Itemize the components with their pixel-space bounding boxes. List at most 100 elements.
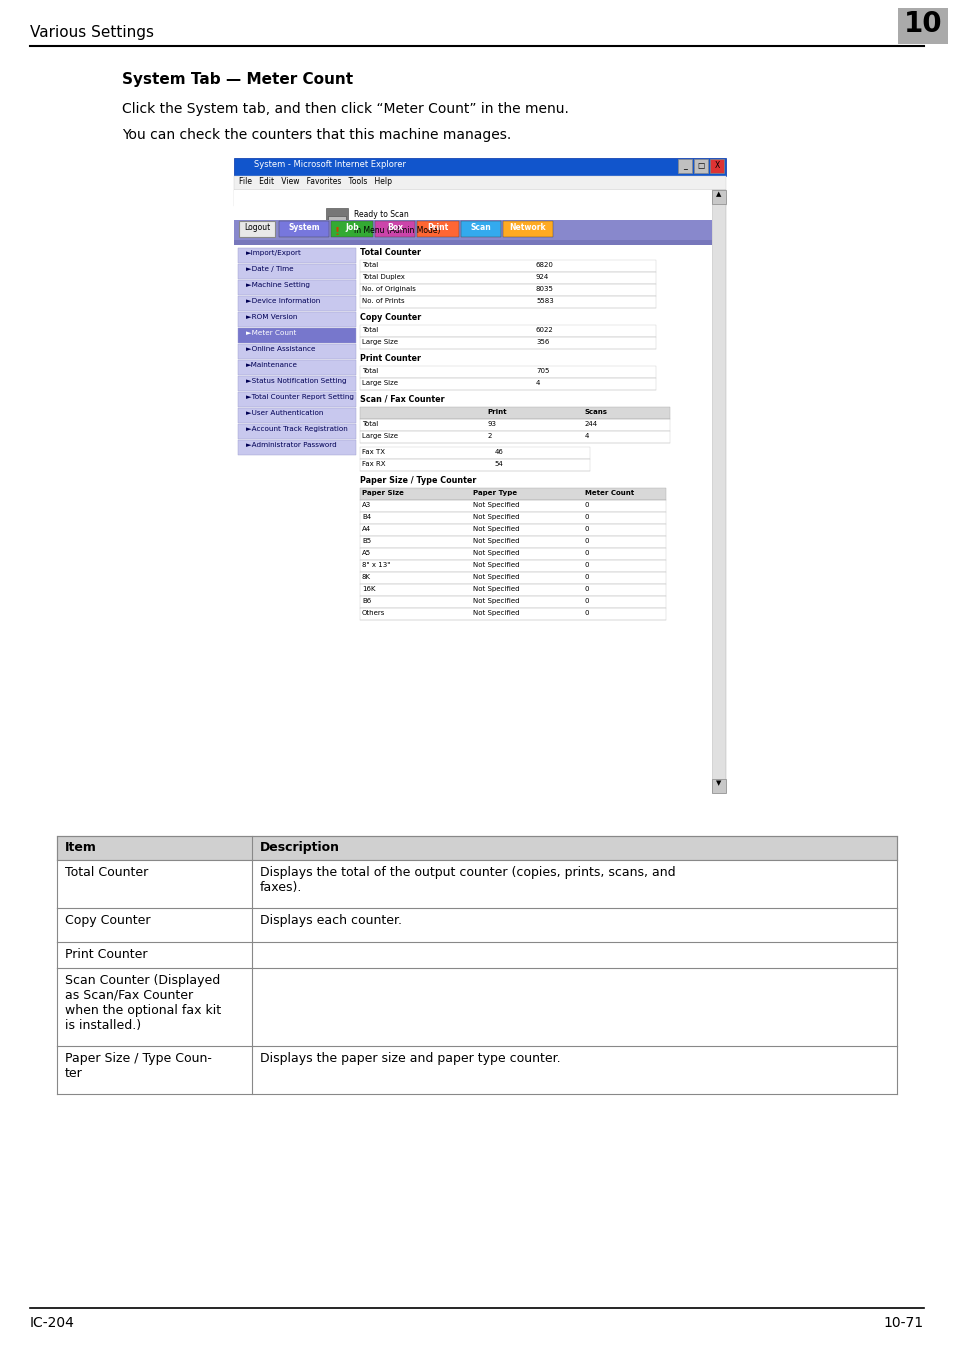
Text: Meter Count: Meter Count xyxy=(584,489,634,496)
Text: Print Counter: Print Counter xyxy=(359,354,420,362)
Bar xyxy=(693,160,707,173)
Text: Copy Counter: Copy Counter xyxy=(65,914,151,927)
Text: Fax RX: Fax RX xyxy=(361,461,385,466)
Text: _: _ xyxy=(682,161,686,170)
Bar xyxy=(237,264,355,279)
Text: Job: Job xyxy=(345,223,358,233)
Text: Scan Counter (Displayed
as Scan/Fax Counter
when the optional fax kit
is install: Scan Counter (Displayed as Scan/Fax Coun… xyxy=(65,973,221,1032)
Text: 244: 244 xyxy=(584,420,598,427)
Bar xyxy=(714,184,721,189)
Bar xyxy=(239,220,274,237)
Text: Total: Total xyxy=(361,368,377,375)
Text: 0: 0 xyxy=(584,550,589,556)
Text: System - Microsoft Internet Explorer: System - Microsoft Internet Explorer xyxy=(253,160,406,169)
Bar xyxy=(233,238,711,245)
Bar xyxy=(359,419,669,431)
Bar xyxy=(359,337,655,349)
Text: Paper Size / Type Coun-
ter: Paper Size / Type Coun- ter xyxy=(65,1052,212,1080)
Text: 4: 4 xyxy=(536,380,539,387)
Text: 6022: 6022 xyxy=(536,327,553,333)
Text: Total Duplex: Total Duplex xyxy=(361,274,404,280)
Text: Print Counter: Print Counter xyxy=(65,948,148,961)
Bar xyxy=(711,191,725,794)
Text: 705: 705 xyxy=(536,368,549,375)
Bar xyxy=(237,280,355,295)
Bar xyxy=(359,296,655,308)
Bar xyxy=(233,176,725,191)
Bar xyxy=(233,158,725,176)
Bar xyxy=(359,548,665,560)
Text: ►Device Information: ►Device Information xyxy=(246,297,320,304)
Bar xyxy=(460,220,500,237)
Text: 0: 0 xyxy=(584,526,589,531)
Bar xyxy=(359,431,669,443)
Bar xyxy=(237,329,355,343)
Text: ▼: ▼ xyxy=(716,780,720,786)
Bar xyxy=(897,8,947,45)
Bar xyxy=(237,408,355,423)
Bar xyxy=(705,177,721,191)
Bar xyxy=(237,312,355,327)
Text: !: ! xyxy=(335,227,339,237)
Text: 10-71: 10-71 xyxy=(882,1315,923,1330)
Text: Scans: Scans xyxy=(584,410,607,415)
Text: 8" x 13": 8" x 13" xyxy=(361,562,390,568)
Bar xyxy=(359,324,655,337)
Bar xyxy=(326,208,348,223)
Text: 0: 0 xyxy=(584,610,589,617)
Text: ►User Authentication: ►User Authentication xyxy=(246,410,323,416)
Text: 356: 356 xyxy=(536,339,549,345)
Text: □: □ xyxy=(697,161,704,170)
Text: Not Specified: Not Specified xyxy=(473,562,519,568)
Text: B4: B4 xyxy=(361,514,371,521)
Text: Total Counter: Total Counter xyxy=(65,867,148,879)
Text: Not Specified: Not Specified xyxy=(473,598,519,604)
Text: IC-204: IC-204 xyxy=(30,1315,74,1330)
Text: ►Import/Export: ►Import/Export xyxy=(246,250,301,256)
Text: System Tab — Meter Count: System Tab — Meter Count xyxy=(122,72,353,87)
Text: Not Specified: Not Specified xyxy=(473,514,519,521)
Bar xyxy=(233,220,711,241)
Bar xyxy=(359,596,665,608)
Text: Print: Print xyxy=(487,410,506,415)
Bar xyxy=(359,458,589,470)
Bar xyxy=(57,909,896,942)
Bar xyxy=(328,216,346,226)
Bar xyxy=(326,226,348,242)
Text: Large Size: Large Size xyxy=(361,380,397,387)
Bar xyxy=(237,296,355,311)
Text: Not Specified: Not Specified xyxy=(473,575,519,580)
Bar xyxy=(237,360,355,375)
Bar xyxy=(57,968,896,1046)
Text: Large Size: Large Size xyxy=(361,339,397,345)
Bar xyxy=(375,220,415,237)
Bar xyxy=(359,488,665,500)
Text: 0: 0 xyxy=(584,598,589,604)
Bar xyxy=(237,439,355,456)
Text: 8035: 8035 xyxy=(536,287,554,292)
Bar xyxy=(706,184,713,189)
Text: 0: 0 xyxy=(584,502,589,508)
Bar xyxy=(57,836,896,860)
Text: ►Administrator Password: ►Administrator Password xyxy=(246,442,336,448)
Text: ►Machine Setting: ►Machine Setting xyxy=(246,283,310,288)
Bar xyxy=(57,1046,896,1094)
Text: Network: Network xyxy=(509,223,546,233)
Text: No. of Originals: No. of Originals xyxy=(361,287,416,292)
Text: Print: Print xyxy=(427,223,448,233)
Text: A3: A3 xyxy=(361,502,371,508)
Text: Paper Type: Paper Type xyxy=(473,489,517,496)
Text: B5: B5 xyxy=(361,538,371,544)
Text: Box: Box xyxy=(387,223,402,233)
Bar xyxy=(237,392,355,407)
Text: 924: 924 xyxy=(536,274,549,280)
Text: In Menu (Admin Mode): In Menu (Admin Mode) xyxy=(354,226,440,235)
Text: 6820: 6820 xyxy=(536,262,554,268)
Text: Displays each counter.: Displays each counter. xyxy=(260,914,401,927)
Bar xyxy=(359,260,655,272)
Text: ►Status Notification Setting: ►Status Notification Setting xyxy=(246,379,346,384)
Text: ►ROM Version: ►ROM Version xyxy=(246,314,297,320)
Text: ►Online Assistance: ►Online Assistance xyxy=(246,346,315,352)
Text: Item: Item xyxy=(65,841,97,854)
Bar xyxy=(359,366,655,379)
